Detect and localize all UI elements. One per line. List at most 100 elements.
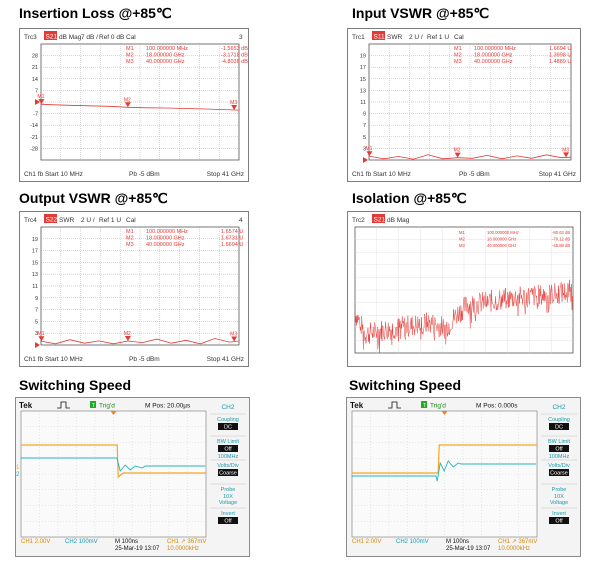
side-menu-value-box: [218, 423, 238, 430]
marker-frequency: 40.000000 GHz: [146, 242, 185, 248]
footer-ch2-scale: CH2 100mV: [396, 539, 429, 545]
marker-name: M1: [459, 230, 465, 235]
marker-frequency: 18.000000 GHz: [474, 53, 513, 59]
y-tick-label: 28: [32, 54, 38, 60]
reference-arrow: [363, 157, 368, 163]
output-vswr-chart: Trc4 S22 SWR 2 U / Ref 1 U Cal 4 19 17 15 13 11 9 7 5 3…: [19, 211, 249, 367]
side-menu-value-box: [218, 517, 238, 524]
trace-line: [368, 154, 572, 160]
y-tick-label: 13: [360, 88, 366, 94]
trace-marker-label: M3: [230, 100, 237, 106]
trace-marker-label: M2: [124, 331, 131, 337]
marker-value: -45.88 dB: [552, 243, 570, 248]
trace-param-badge: [372, 214, 385, 223]
trace-param-label: S22: [46, 217, 58, 224]
footer-power: Pb -5 dBm: [129, 356, 160, 363]
y-tick-label: 19: [360, 54, 366, 60]
scope-brand: Tek: [19, 401, 33, 410]
side-menu-value: Coarse: [550, 471, 568, 477]
side-menu-value: DC: [555, 425, 563, 431]
y-tick-label: 9: [363, 112, 366, 118]
marker-value: -80.63 dB: [552, 230, 570, 235]
ch2-ground-marker: 2: [16, 472, 20, 478]
footer-trigger-frequency: 10.0000kHz: [498, 546, 530, 552]
trace-marker-m2: [124, 336, 131, 342]
trigger-waveform-icon: [388, 401, 401, 409]
side-menu-value-box: [549, 423, 569, 430]
marker-name: M1: [126, 46, 134, 52]
output-vswr-title: Output VSWR @+85℃: [19, 190, 168, 206]
y-tick-label: 14: [32, 77, 38, 83]
y-tick-label: 5: [363, 135, 366, 141]
marker-name: M2: [454, 53, 462, 59]
output-vswr-chart-panel: Trc4 S22 SWR 2 U / Ref 1 U Cal 4 19 17 15 13 11 9 7 5 3…: [19, 211, 249, 367]
marker-value: 1.3998 U: [549, 53, 571, 59]
side-menu-label: Invert: [221, 511, 235, 517]
marker-name: M2: [459, 237, 465, 242]
marker-name: M3: [459, 243, 465, 248]
chart-header-text: Trc1: [352, 34, 365, 41]
marker-name: M2: [126, 236, 134, 242]
footer-stop: Stop 41 GHz: [539, 171, 576, 178]
footer-start: Ch1 fb Start 10 MHz: [24, 356, 83, 363]
marker-frequency: 100.000000 MHz: [146, 46, 188, 52]
side-menu-sub: 10X: [223, 494, 233, 500]
side-menu-value: DC: [224, 425, 232, 431]
trace-marker-m1: [38, 336, 45, 342]
marker-value: -4.8038 dB: [221, 59, 248, 65]
chart-header-text: 7 dB /: [81, 34, 98, 41]
y-tick-label: 13: [32, 272, 38, 278]
trace-marker-m3: [231, 336, 238, 342]
marker-name: M2: [126, 53, 134, 59]
footer-ch2-scale: CH2 100mV: [65, 539, 98, 545]
isolation-chart: Trc2 S21 dB Mag M1 100.000000 MHz -80.63 dB M2…: [347, 211, 581, 367]
footer-date: 25-Mar-19 13:07: [115, 546, 160, 552]
trace-param-label: S21: [374, 217, 386, 224]
side-menu-value-box: [218, 469, 238, 476]
marker-name: M3: [126, 59, 134, 65]
marker-frequency: 100.000000 MHz: [487, 230, 519, 235]
marker-value: -70.12 dB: [552, 237, 570, 242]
side-menu-value-box: [549, 469, 569, 476]
y-tick-label: 21: [32, 65, 38, 71]
trigger-waveform-icon: [57, 401, 70, 409]
side-menu-value: Off: [555, 519, 563, 525]
trigger-status-letter: T: [423, 403, 426, 409]
side-menu-label: Volts/Div: [217, 463, 239, 469]
side-menu-value: Coarse: [219, 471, 237, 477]
footer-timebase: M 100ns: [115, 539, 138, 545]
marker-value: 1.6574 U: [221, 229, 243, 235]
footer-power: Pb -5 dBm: [129, 171, 160, 178]
input-vswr-chart-panel: Trc1 S11 SWR 2 U / Ref 1 U Cal 19 17 15 13 11 9 7 5 3 M…: [347, 28, 581, 182]
y-tick-label: 15: [32, 260, 38, 266]
input-vswr-title: Input VSWR @+85℃: [352, 5, 490, 21]
marker-frequency: 100.000000 MHz: [146, 229, 188, 235]
trigger-position-marker: [110, 411, 117, 415]
trace-marker-m3: [231, 104, 238, 110]
scope-display-right: Tek T Trig'd M Pos: 0.000s CH2 Coupling DC BW L…: [346, 397, 581, 557]
side-menu-channel: CH2: [552, 404, 565, 411]
footer-power: Pb -5 dBm: [459, 171, 490, 178]
chart-header-text: Trc2: [352, 217, 365, 224]
trace-marker-label: M2: [454, 148, 461, 154]
trace-marker-label: M3: [562, 147, 569, 153]
trace-param-badge: [44, 214, 57, 223]
y-tick-label: 7: [363, 123, 366, 129]
side-menu-value-box: [549, 445, 569, 452]
y-tick-label: -21: [30, 135, 38, 141]
chart-header-text: 4: [239, 217, 243, 224]
ch2-trace: [20, 457, 206, 472]
side-menu-label: Invert: [552, 511, 566, 517]
chart-header-text: 2 U /: [81, 217, 95, 224]
trace-marker-label: M1: [37, 331, 44, 337]
marker-value: 1.6694 U: [221, 242, 243, 248]
chart-header-text: dB Mag: [59, 34, 82, 41]
side-menu-label: Volts/Div: [548, 463, 570, 469]
chart-header-text: 3: [239, 34, 243, 41]
trace-marker-label: M3: [230, 332, 237, 338]
marker-value: -3.1718 dB: [221, 53, 248, 59]
chart-header-text: 2 U /: [409, 34, 423, 41]
chart-header-text: Ref 1 U: [99, 217, 121, 224]
y-tick-label: 3: [35, 331, 38, 337]
